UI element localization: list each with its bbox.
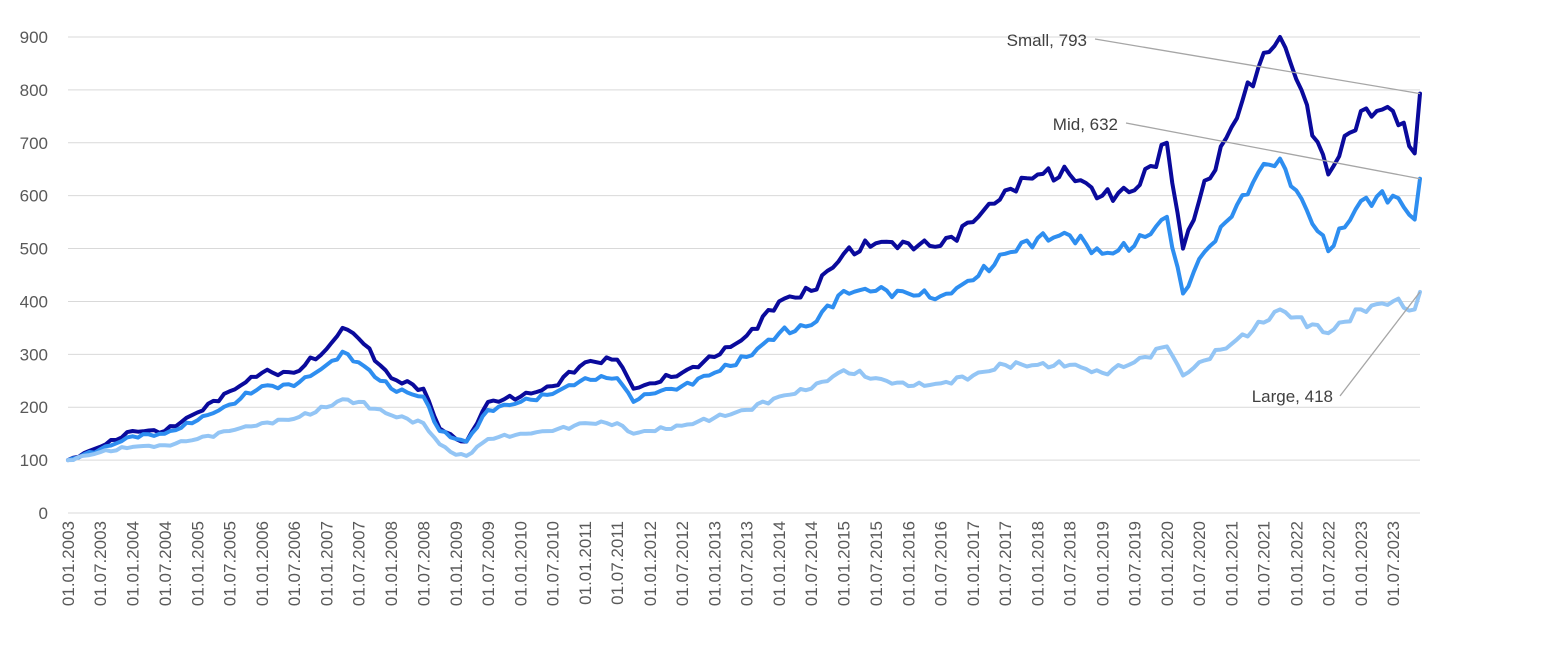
x-tick-label: 01.07.2018 [1061, 521, 1080, 606]
x-tick-label: 01.01.2019 [1093, 521, 1112, 606]
y-tick-label: 900 [20, 28, 48, 47]
x-tick-label: 01.01.2020 [1158, 521, 1177, 606]
x-tick-label: 01.01.2010 [512, 521, 531, 606]
x-tick-label: 01.01.2003 [59, 521, 78, 606]
y-tick-label: 700 [20, 134, 48, 153]
y-tick-label: 300 [20, 345, 48, 364]
x-tick-label: 01.07.2015 [867, 521, 886, 606]
x-tick-label: 01.01.2021 [1223, 521, 1242, 606]
x-tick-label: 01.07.2004 [156, 521, 175, 606]
x-tick-label: 01.07.2011 [608, 521, 627, 605]
x-tick-label: 01.01.2015 [835, 521, 854, 606]
x-tick-label: 01.01.2022 [1287, 521, 1306, 606]
x-tick-label: 01.07.2003 [91, 521, 110, 606]
series-line-mid [66, 156, 1422, 463]
series-end-labels: Small, 793 Mid, 632 Large, 418 [1007, 31, 1421, 406]
y-tick-label: 200 [20, 398, 48, 417]
x-tick-label: 01.07.2017 [996, 521, 1015, 606]
x-tick-label: 01.01.2008 [382, 521, 401, 606]
x-tick-label: 01.07.2020 [1190, 521, 1209, 606]
x-axis-ticks: 01.01.2003 01.07.2003 01.01.2004 01.07.2004… [59, 521, 1403, 606]
x-tick-label: 01.01.2009 [447, 521, 466, 606]
series-label-small: Small, 793 [1007, 31, 1087, 50]
series-label-large: Large, 418 [1252, 387, 1333, 406]
x-tick-label: 01.07.2012 [673, 521, 692, 606]
series-lines [66, 35, 1422, 463]
x-tick-label: 01.07.2019 [1125, 521, 1144, 606]
x-tick-label: 01.01.2006 [253, 521, 272, 606]
y-tick-label: 0 [39, 504, 48, 523]
leader-line-large [1339, 291, 1421, 397]
x-tick-label: 01.07.2009 [479, 521, 498, 606]
x-tick-label: 01.07.2008 [414, 521, 433, 606]
x-tick-label: 01.01.2016 [899, 521, 918, 606]
x-tick-label: 01.07.2005 [220, 521, 239, 606]
x-tick-label: 01.01.2005 [188, 521, 207, 606]
series-line-large [66, 289, 1422, 463]
x-tick-label: 01.07.2006 [285, 521, 304, 606]
x-tick-label: 01.01.2014 [770, 521, 789, 606]
x-tick-label: 01.01.2013 [706, 521, 725, 606]
x-tick-label: 01.01.2011 [576, 521, 595, 605]
y-tick-label: 100 [20, 451, 48, 470]
y-tick-label: 800 [20, 81, 48, 100]
x-tick-label: 01.07.2022 [1319, 521, 1338, 606]
y-tick-label: 600 [20, 187, 48, 206]
x-tick-label: 01.01.2007 [318, 521, 337, 606]
x-tick-label: 01.07.2023 [1384, 521, 1403, 606]
y-tick-label: 400 [20, 292, 48, 311]
x-tick-label: 01.07.2010 [544, 521, 563, 606]
x-tick-label: 01.01.2012 [641, 521, 660, 606]
x-tick-label: 01.01.2004 [124, 521, 143, 606]
leader-line-mid [1125, 122, 1421, 180]
gridlines [68, 36, 1420, 514]
series-line-small [66, 35, 1422, 463]
y-tick-label: 500 [20, 240, 48, 259]
x-tick-label: 01.07.2013 [738, 521, 757, 606]
leader-line-small [1094, 38, 1421, 95]
x-tick-label: 01.07.2016 [932, 521, 951, 606]
x-tick-label: 01.07.2021 [1255, 521, 1274, 606]
x-tick-label: 01.01.2017 [964, 521, 983, 606]
x-tick-label: 01.07.2007 [350, 521, 369, 606]
series-label-mid: Mid, 632 [1053, 115, 1118, 134]
x-tick-label: 01.01.2018 [1029, 521, 1048, 606]
x-tick-label: 01.07.2014 [802, 521, 821, 606]
y-axis-ticks: 0 100 200 300 400 500 600 700 800 900 [20, 28, 48, 523]
x-tick-label: 01.01.2023 [1352, 521, 1371, 606]
